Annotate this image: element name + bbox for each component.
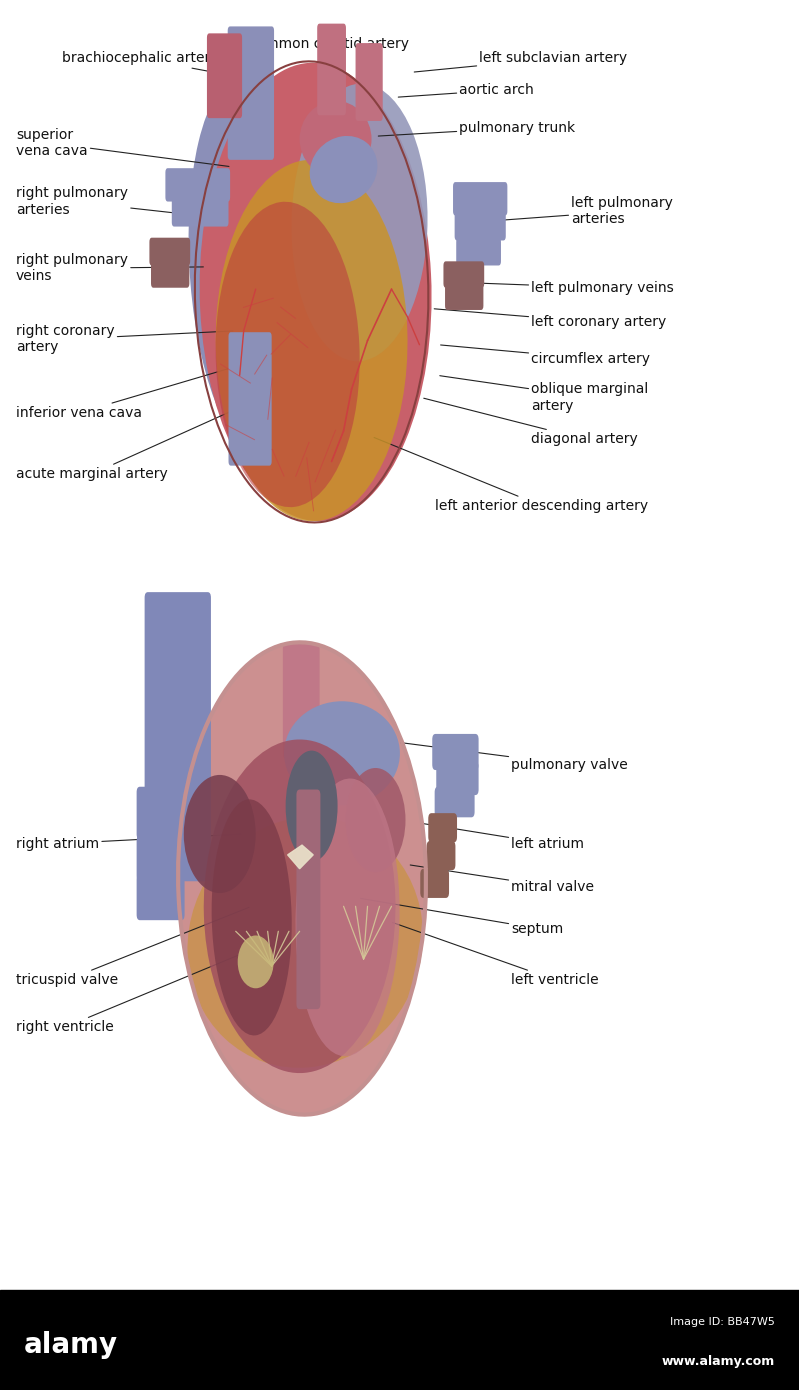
Ellipse shape	[292, 83, 427, 361]
Text: alamy: alamy	[24, 1332, 118, 1359]
FancyBboxPatch shape	[317, 24, 346, 115]
Ellipse shape	[216, 160, 407, 521]
Ellipse shape	[284, 701, 400, 806]
FancyBboxPatch shape	[137, 835, 185, 881]
Text: circumflex artery: circumflex artery	[440, 345, 650, 366]
FancyBboxPatch shape	[283, 644, 320, 759]
FancyBboxPatch shape	[427, 841, 455, 870]
Text: oblique marginal
artery: oblique marginal artery	[439, 375, 649, 413]
Text: left subclavian artery: left subclavian artery	[414, 51, 627, 72]
FancyBboxPatch shape	[455, 210, 506, 240]
Text: right ventricle: right ventricle	[16, 949, 253, 1034]
FancyBboxPatch shape	[151, 260, 189, 288]
Text: septum: septum	[360, 898, 563, 935]
Ellipse shape	[310, 136, 377, 203]
FancyBboxPatch shape	[356, 43, 383, 121]
Text: tricuspid valve: tricuspid valve	[16, 908, 249, 987]
FancyBboxPatch shape	[172, 196, 229, 227]
FancyBboxPatch shape	[443, 261, 484, 288]
Ellipse shape	[212, 799, 292, 1036]
Text: right pulmonary
veins: right pulmonary veins	[16, 253, 204, 284]
Ellipse shape	[189, 74, 323, 460]
Text: right coronary
artery: right coronary artery	[16, 324, 233, 354]
FancyBboxPatch shape	[432, 734, 479, 770]
FancyBboxPatch shape	[445, 284, 483, 310]
FancyBboxPatch shape	[435, 787, 475, 817]
Ellipse shape	[216, 202, 360, 507]
Ellipse shape	[300, 101, 372, 177]
FancyBboxPatch shape	[149, 238, 190, 265]
FancyBboxPatch shape	[456, 238, 501, 265]
Text: www.alamy.com: www.alamy.com	[662, 1355, 775, 1369]
Text: acute marginal artery: acute marginal artery	[16, 404, 247, 481]
Ellipse shape	[238, 935, 273, 988]
Text: pulmonary trunk: pulmonary trunk	[378, 121, 575, 136]
Text: left ventricle: left ventricle	[392, 923, 599, 987]
FancyBboxPatch shape	[428, 813, 457, 842]
Text: mitral valve: mitral valve	[410, 865, 594, 894]
Ellipse shape	[184, 774, 256, 894]
Text: right atrium: right atrium	[16, 834, 241, 851]
FancyBboxPatch shape	[229, 332, 272, 466]
Text: superior
vena cava: superior vena cava	[16, 128, 229, 167]
Ellipse shape	[178, 642, 426, 1115]
FancyBboxPatch shape	[145, 592, 211, 881]
Text: inferior vena cava: inferior vena cava	[16, 368, 232, 420]
Ellipse shape	[296, 778, 400, 1056]
FancyBboxPatch shape	[453, 182, 507, 215]
Text: right pulmonary
arteries: right pulmonary arteries	[16, 186, 208, 217]
FancyBboxPatch shape	[228, 26, 274, 160]
FancyBboxPatch shape	[436, 762, 479, 795]
FancyBboxPatch shape	[165, 168, 230, 202]
Text: left common carotid artery: left common carotid artery	[222, 38, 409, 70]
Text: aortic arch: aortic arch	[398, 83, 535, 97]
Text: brachiocephalic artery: brachiocephalic artery	[62, 51, 241, 78]
FancyBboxPatch shape	[296, 790, 320, 1009]
Text: left pulmonary
arteries: left pulmonary arteries	[474, 196, 674, 227]
FancyBboxPatch shape	[137, 787, 187, 840]
Text: left coronary artery: left coronary artery	[434, 309, 666, 329]
Ellipse shape	[286, 751, 337, 862]
Text: diagonal artery: diagonal artery	[423, 398, 638, 446]
Text: pulmonary valve: pulmonary valve	[400, 742, 628, 771]
Ellipse shape	[204, 739, 396, 1073]
Text: left pulmonary veins: left pulmonary veins	[455, 281, 674, 295]
FancyBboxPatch shape	[137, 874, 185, 920]
Ellipse shape	[200, 63, 431, 521]
Ellipse shape	[188, 817, 423, 1068]
Text: left atrium: left atrium	[421, 823, 584, 851]
FancyBboxPatch shape	[207, 33, 242, 118]
Bar	[0, 1290, 799, 1390]
Text: Image ID: BB47W5: Image ID: BB47W5	[670, 1316, 775, 1327]
Polygon shape	[288, 845, 313, 869]
Ellipse shape	[345, 767, 405, 873]
FancyBboxPatch shape	[420, 869, 449, 898]
Text: left anterior descending artery: left anterior descending artery	[374, 438, 649, 513]
